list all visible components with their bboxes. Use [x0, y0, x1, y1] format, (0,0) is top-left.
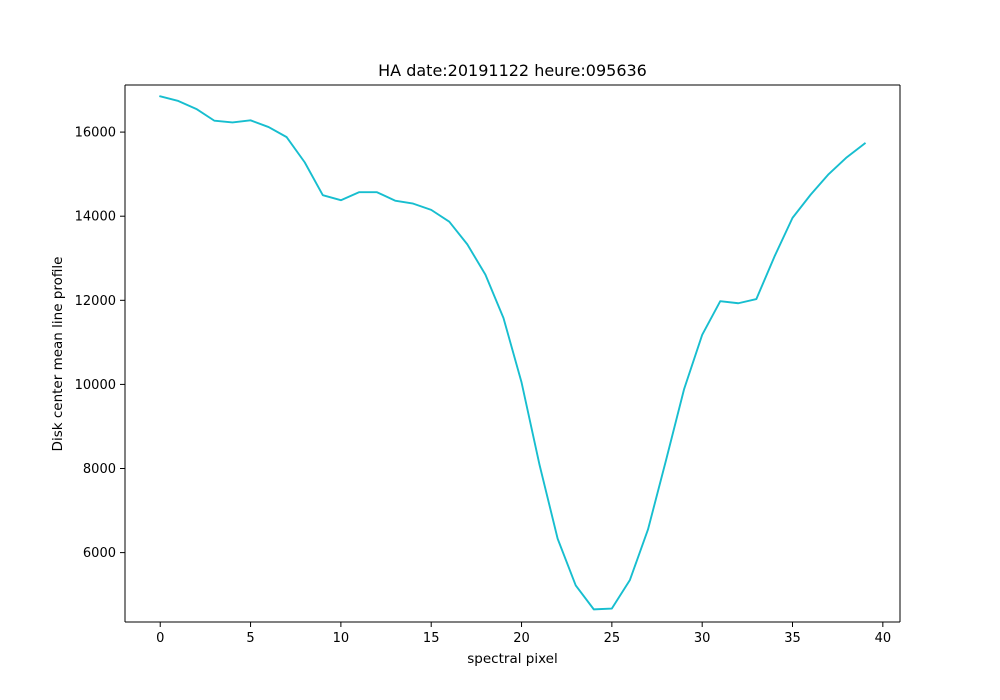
- x-tick-label: 5: [246, 631, 254, 646]
- series-line-0: [159, 95, 867, 611]
- x-tick-label: 25: [604, 631, 621, 646]
- y-tick-label: 14000: [75, 210, 116, 225]
- x-tick-label: 0: [156, 631, 164, 646]
- y-tick-label: 10000: [75, 378, 116, 393]
- chart-title: HA date:20191122 heure:095636: [378, 61, 647, 80]
- x-tick-label: 35: [784, 631, 801, 646]
- x-tick-label: 10: [333, 631, 350, 646]
- y-tick-label: 6000: [83, 546, 116, 561]
- y-tick-label: 8000: [83, 462, 116, 477]
- y-axis-label: Disk center mean line profile: [50, 257, 66, 452]
- y-tick-label: 16000: [75, 126, 116, 141]
- x-axis-label: spectral pixel: [467, 651, 557, 667]
- y-tick-label: 12000: [75, 294, 116, 309]
- x-tick-label: 30: [694, 631, 711, 646]
- x-tick-label: 40: [875, 631, 892, 646]
- x-tick-label: 15: [423, 631, 440, 646]
- x-tick-label: 20: [513, 631, 530, 646]
